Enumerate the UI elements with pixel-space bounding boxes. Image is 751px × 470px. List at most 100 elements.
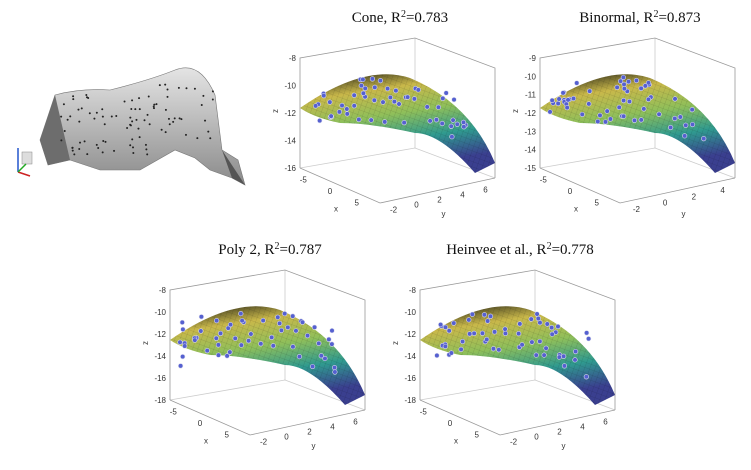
observation-point bbox=[329, 114, 334, 119]
observation-point bbox=[370, 77, 375, 82]
terrain-point bbox=[67, 119, 69, 121]
observation-point bbox=[277, 321, 282, 326]
terrain-point bbox=[78, 121, 80, 123]
observation-point bbox=[632, 118, 637, 123]
observation-point bbox=[587, 102, 592, 107]
terrain-point bbox=[113, 150, 115, 152]
plot-panel: Cone, R2=0.783-8-10-12-14-16-505-20246xy… bbox=[271, 9, 495, 219]
panel-title: Cone, R2=0.783 bbox=[352, 9, 448, 27]
observation-point bbox=[682, 134, 687, 139]
observation-point bbox=[352, 93, 357, 98]
observation-point bbox=[269, 335, 274, 340]
observation-point bbox=[369, 118, 374, 123]
observation-point bbox=[518, 322, 523, 327]
observation-point bbox=[503, 327, 508, 332]
observation-point bbox=[394, 88, 399, 93]
terrain-point bbox=[72, 98, 74, 100]
observation-point bbox=[462, 124, 467, 129]
terrain-point bbox=[153, 107, 155, 109]
observation-point bbox=[228, 350, 233, 355]
terrain-point bbox=[147, 114, 149, 116]
terrain-point bbox=[71, 147, 73, 149]
observation-point bbox=[622, 86, 627, 91]
terrain-point bbox=[212, 90, 214, 92]
observation-point bbox=[259, 341, 264, 346]
observation-point bbox=[312, 325, 317, 330]
observation-point bbox=[605, 109, 610, 114]
terrain-point bbox=[202, 95, 204, 97]
observation-point bbox=[444, 91, 449, 96]
terrain-point bbox=[73, 153, 75, 155]
title-text: Cone, R bbox=[352, 10, 401, 26]
observation-point bbox=[290, 314, 295, 319]
terrain-point bbox=[60, 139, 62, 141]
observation-point bbox=[449, 351, 454, 356]
observation-point bbox=[470, 312, 475, 317]
z-tick-label: -14 bbox=[284, 137, 296, 146]
z-tick-label: -10 bbox=[154, 308, 166, 317]
y-tick-label: 4 bbox=[330, 423, 335, 432]
terrain-point bbox=[96, 144, 98, 146]
observation-point bbox=[333, 370, 338, 375]
observation-point bbox=[218, 331, 223, 336]
observation-point bbox=[545, 322, 550, 327]
observation-point bbox=[550, 332, 555, 337]
observation-point bbox=[461, 120, 466, 125]
terrain-point bbox=[124, 101, 126, 103]
observation-point bbox=[626, 79, 631, 84]
terrain-point bbox=[155, 103, 157, 105]
observation-point bbox=[310, 364, 315, 369]
plot-panel: Binormal, R2=0.873-9-10-11-12-13-14-15-5… bbox=[511, 9, 735, 219]
z-tick-label: -12 bbox=[154, 330, 166, 339]
x-tick-label: 0 bbox=[198, 419, 203, 428]
observation-point bbox=[584, 331, 589, 336]
observation-point bbox=[359, 83, 364, 88]
observation-point bbox=[580, 112, 585, 117]
observation-point bbox=[550, 98, 555, 103]
x-tick-label: -5 bbox=[300, 175, 308, 184]
x-tick-label: 0 bbox=[568, 187, 573, 196]
terrain-point bbox=[148, 95, 150, 97]
box-edge bbox=[420, 400, 615, 435]
observation-point bbox=[416, 88, 421, 93]
x-tick-label: 0 bbox=[328, 187, 333, 196]
observation-point bbox=[388, 95, 393, 100]
terrain-point bbox=[194, 88, 196, 90]
terrain-point bbox=[96, 112, 98, 114]
y-axis-label: y bbox=[682, 210, 686, 219]
observation-point bbox=[261, 318, 266, 323]
observation-point bbox=[460, 339, 465, 344]
observation-point bbox=[657, 112, 662, 117]
terrain-point bbox=[172, 121, 174, 123]
observation-point bbox=[434, 117, 439, 122]
z-tick-label: -16 bbox=[404, 374, 416, 383]
observation-point bbox=[214, 336, 219, 341]
observation-point bbox=[443, 344, 448, 349]
terrain-point bbox=[207, 131, 209, 133]
terrain-point bbox=[174, 117, 176, 119]
panel-title: Binormal, R2=0.873 bbox=[579, 9, 700, 27]
observation-point bbox=[557, 355, 562, 360]
page: Cone, R2=0.783-8-10-12-14-16-505-20246xy… bbox=[0, 0, 751, 470]
observation-point bbox=[361, 77, 366, 82]
observation-point bbox=[529, 317, 534, 322]
terrain-point bbox=[101, 108, 103, 110]
observation-point bbox=[484, 337, 489, 342]
z-tick-label: -13 bbox=[524, 127, 536, 136]
terrain-point bbox=[196, 137, 198, 139]
z-axis-label: z bbox=[391, 341, 400, 345]
z-tick-label: -16 bbox=[154, 374, 166, 383]
terrain-point bbox=[137, 128, 139, 130]
observation-point bbox=[683, 123, 688, 128]
observation-point bbox=[542, 353, 547, 358]
terrain-point bbox=[159, 84, 161, 86]
observation-point bbox=[562, 364, 567, 369]
observation-point bbox=[573, 358, 578, 363]
observation-point bbox=[615, 85, 620, 90]
observation-point bbox=[182, 344, 187, 349]
surface-mesh bbox=[170, 306, 365, 405]
observation-point bbox=[240, 318, 245, 323]
observation-point bbox=[627, 99, 632, 104]
z-tick-label: -11 bbox=[525, 91, 537, 100]
terrain-point bbox=[131, 138, 133, 140]
